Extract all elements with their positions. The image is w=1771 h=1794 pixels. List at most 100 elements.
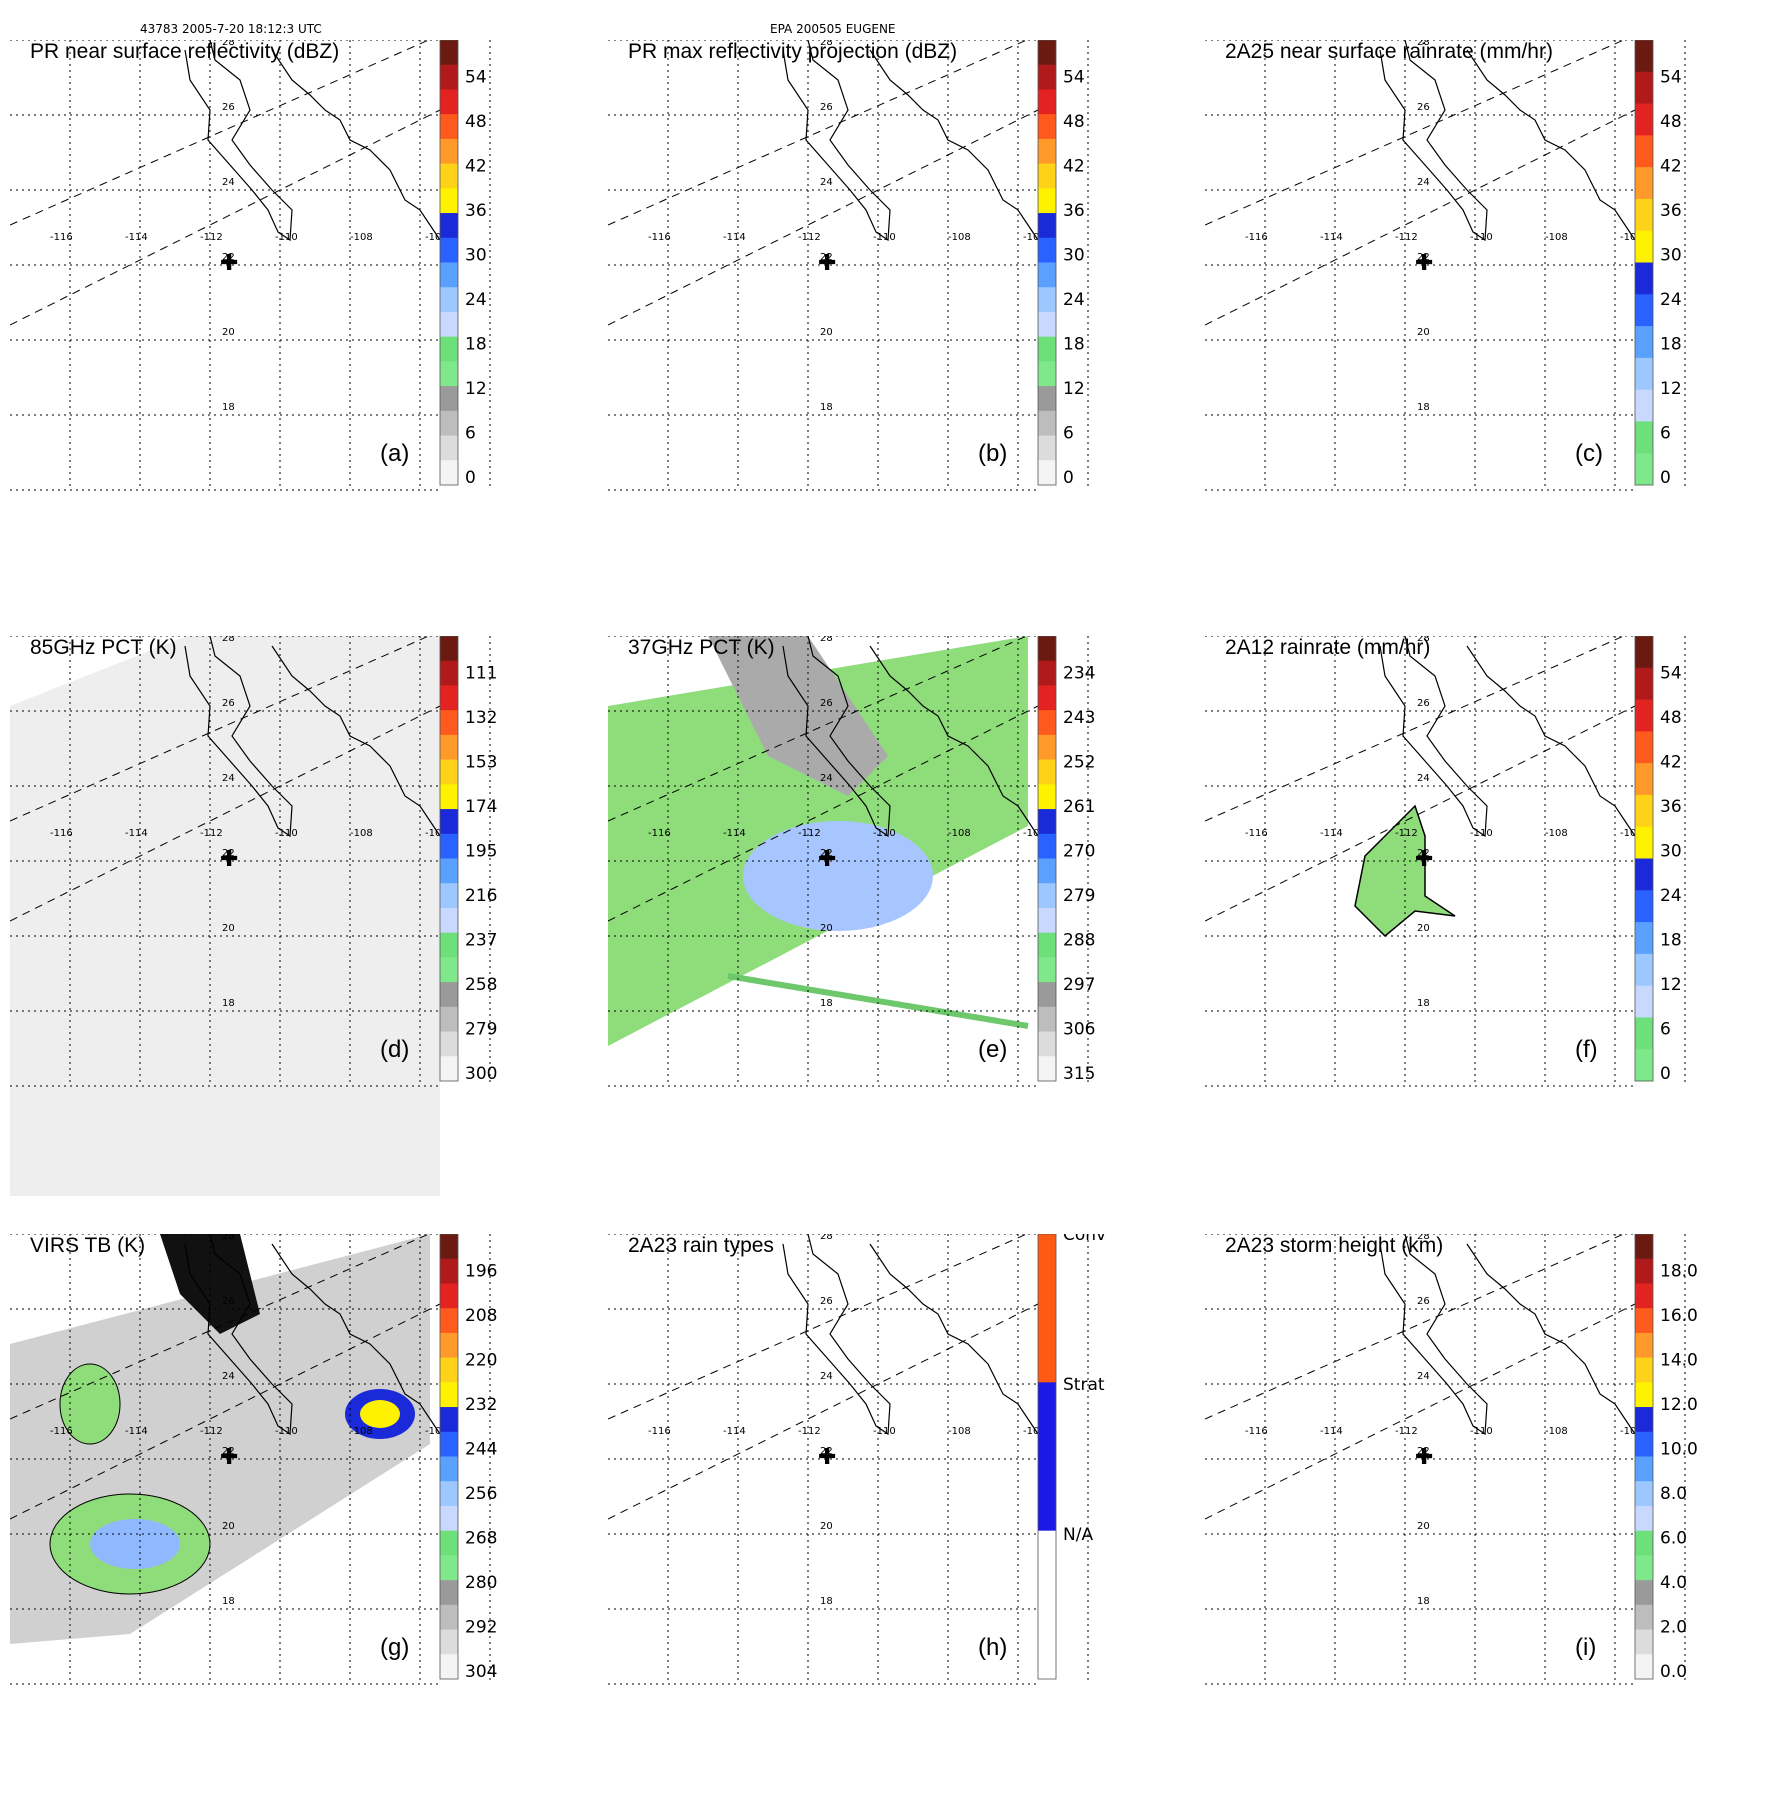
latitude-label: 20	[1417, 327, 1430, 338]
latitude-label: 18	[1417, 402, 1430, 413]
coastline-mainland	[869, 49, 1039, 241]
colorbar-label: 279	[1063, 886, 1095, 906]
longitude-label: -116	[648, 1426, 671, 1437]
colorbar-segment	[1635, 40, 1653, 73]
colorbar-label: 42	[1063, 157, 1085, 177]
colorbar-segment	[1038, 361, 1056, 387]
colorbar-segment	[1038, 660, 1056, 686]
colorbar-segment	[1635, 1481, 1653, 1507]
longitude-label: -112	[798, 828, 821, 839]
map-canvas-c: ✚ -116 -114 -112 -110 -108 -106 28 26 24 22 20 18 54 4…	[1205, 40, 1686, 491]
panel-label: (b)	[978, 440, 1008, 467]
colorbar-segment	[440, 262, 458, 288]
coastline-mainland	[1466, 1243, 1636, 1435]
latitude-label: 22	[222, 1446, 235, 1457]
colorbar-label: 24	[1063, 290, 1085, 310]
colorbar-label: 48	[1660, 708, 1682, 728]
map-panel-b: ✚ -116 -114 -112 -110 -108 -106 28 26 24 22 20 18 54 4…	[608, 40, 1188, 600]
coastline-baja	[184, 40, 293, 242]
colorbar-label: 54	[1660, 664, 1682, 684]
panel-title: 2A23 rain types	[628, 1234, 774, 1257]
colorbar-segment	[1635, 1017, 1653, 1050]
colorbar-label: 280	[465, 1573, 497, 1593]
colorbar-label: 234	[1063, 664, 1095, 684]
colorbar-label: 270	[1063, 842, 1095, 862]
colorbar-segment	[1635, 922, 1653, 955]
colorbar-label: 12	[465, 379, 487, 399]
colorbar-segment	[440, 114, 458, 140]
latitude-label: 26	[1417, 698, 1430, 709]
colorbar-label: 48	[1063, 112, 1085, 132]
map-panel-g: ✚ -116 -114 -112 -110 -108 -106 28 26 24 22 20 18 196…	[10, 1234, 590, 1794]
colorbar-segment	[1635, 699, 1653, 732]
longitude-label: -108	[948, 1426, 971, 1437]
colorbar-segment	[440, 410, 458, 437]
longitude-label: -114	[1320, 828, 1343, 839]
latitude-label: 24	[820, 177, 833, 188]
colorbar-segment	[1038, 237, 1056, 263]
latitude-label: 28	[222, 636, 235, 644]
colorbar-segment	[1635, 858, 1653, 891]
colorbar-label: 297	[1063, 975, 1095, 995]
longitude-label: -106	[1620, 828, 1643, 839]
colorbar-segment	[1038, 636, 1056, 662]
longitude-label: -106	[425, 828, 448, 839]
colorbar-segment	[440, 907, 458, 934]
map-canvas-h: ✚ -116 -114 -112 -110 -108 -106 28 26 24 22 20 18 Con…	[608, 1234, 1106, 1685]
colorbar-segment	[1635, 1357, 1653, 1383]
colorbar-segment	[1635, 453, 1653, 486]
coastline-baja	[782, 40, 891, 242]
colorbar-segment	[1635, 1580, 1653, 1606]
swath-edge	[10, 109, 441, 326]
colorbar-segment	[1038, 213, 1056, 239]
colorbar-label: 0	[465, 468, 476, 488]
latitude-label: 22	[1417, 252, 1430, 263]
colorbar-label: 36	[1660, 201, 1682, 221]
colorbar-label: 261	[1063, 797, 1095, 817]
latitude-label: 24	[1417, 1371, 1430, 1382]
colorbar-frame	[439, 40, 459, 486]
colorbar-segment	[1635, 731, 1653, 764]
latitude-label: 26	[222, 102, 235, 113]
panel-title: 2A23 storm height (km)	[1225, 1234, 1444, 1257]
colorbar-segment	[1635, 167, 1653, 200]
longitude-label: -112	[798, 1426, 821, 1437]
colorbar-segment	[1635, 135, 1653, 168]
latitude-label: 26	[820, 698, 833, 709]
colorbar-segment	[1635, 357, 1653, 391]
longitude-label: -108	[948, 232, 971, 243]
colorbar-label: 0.0	[1660, 1662, 1687, 1682]
map-panel-h: ✚ -116 -114 -112 -110 -108 -106 28 26 24 22 20 18 Con…	[608, 1234, 1188, 1794]
colorbar-segment	[440, 1604, 458, 1631]
colorbar-segment	[440, 336, 458, 362]
longitude-label: -108	[350, 828, 373, 839]
longitude-label: -116	[648, 828, 671, 839]
colorbar-segment	[1635, 636, 1653, 669]
map-panel-e: ✚ -116 -114 -112 -110 -108 -106 28 26 24 22 20 18 234…	[608, 636, 1188, 1196]
storm-center-marker: ✚	[1415, 1445, 1433, 1470]
colorbar-segment	[440, 163, 458, 189]
colorbar-segment	[440, 1431, 458, 1457]
longitude-label: -106	[425, 232, 448, 243]
colorbar-segment	[440, 734, 458, 761]
longitude-label: -112	[200, 828, 223, 839]
storm-center-marker: ✚	[220, 847, 238, 872]
colorbar-label: 36	[1063, 201, 1085, 221]
colorbar-segment	[1635, 1530, 1653, 1556]
colorbar-segment	[1038, 460, 1056, 486]
colorbar-segment	[1038, 1006, 1056, 1033]
panel-title: 2A12 rainrate (mm/hr)	[1225, 636, 1431, 659]
storm-center-marker: ✚	[818, 251, 836, 276]
colorbar-segment	[1635, 1234, 1653, 1260]
colorbar-segment	[440, 460, 458, 486]
cold-cloud-core	[90, 1519, 180, 1569]
panel-title: VIRS TB (K)	[30, 1234, 146, 1257]
colorbar-frame	[439, 636, 459, 1082]
colorbar-label: 243	[1063, 708, 1095, 728]
colorbar-label: 12	[1660, 975, 1682, 995]
colorbar-label: 220	[465, 1351, 497, 1371]
map-canvas-a: ✚ -116 -114 -112 -110 -108 -106 28 26 24 22 20 18 54 4…	[10, 40, 491, 491]
colorbar-segment	[440, 1555, 458, 1581]
colorbar-label: 10.0	[1660, 1440, 1698, 1460]
panel-label: (d)	[380, 1036, 410, 1063]
